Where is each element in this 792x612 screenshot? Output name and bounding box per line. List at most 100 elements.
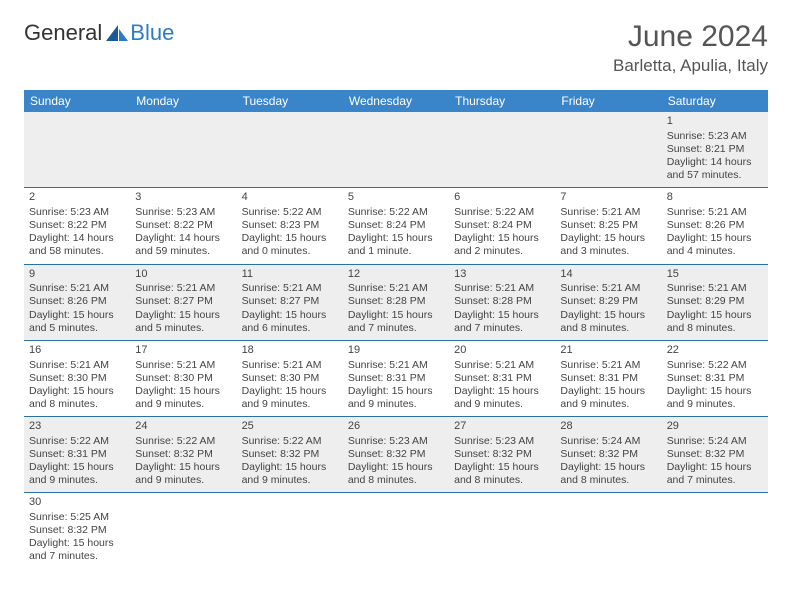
calendar-week: 30Sunrise: 5:25 AMSunset: 8:32 PMDayligh… (24, 493, 768, 569)
day-number: 16 (29, 344, 125, 358)
sunrise-text: Sunrise: 5:23 AM (29, 206, 125, 219)
sunrise-text: Sunrise: 5:21 AM (348, 359, 444, 372)
day-number: 20 (454, 344, 550, 358)
sunrise-text: Sunrise: 5:21 AM (454, 359, 550, 372)
calendar-cell: 22Sunrise: 5:22 AMSunset: 8:31 PMDayligh… (662, 340, 768, 416)
day-header: Saturday (662, 90, 768, 112)
day-number: 28 (560, 420, 656, 434)
daylight-text: Daylight: 15 hours and 0 minutes. (242, 232, 338, 258)
sunset-text: Sunset: 8:32 PM (454, 448, 550, 461)
calendar-cell: 15Sunrise: 5:21 AMSunset: 8:29 PMDayligh… (662, 264, 768, 340)
sunset-text: Sunset: 8:32 PM (667, 448, 763, 461)
daylight-text: Daylight: 14 hours and 58 minutes. (29, 232, 125, 258)
sunrise-text: Sunrise: 5:23 AM (454, 435, 550, 448)
daylight-text: Daylight: 15 hours and 8 minutes. (348, 461, 444, 487)
sunrise-text: Sunrise: 5:23 AM (348, 435, 444, 448)
calendar-cell (555, 112, 661, 188)
daylight-text: Daylight: 15 hours and 8 minutes. (560, 461, 656, 487)
day-header: Thursday (449, 90, 555, 112)
brand-logo: General Blue (24, 20, 174, 46)
calendar-week: 9Sunrise: 5:21 AMSunset: 8:26 PMDaylight… (24, 264, 768, 340)
daylight-text: Daylight: 15 hours and 9 minutes. (454, 385, 550, 411)
daylight-text: Daylight: 15 hours and 5 minutes. (135, 309, 231, 335)
calendar-cell (237, 493, 343, 569)
daylight-text: Daylight: 14 hours and 57 minutes. (667, 156, 763, 182)
sunrise-text: Sunrise: 5:21 AM (29, 282, 125, 295)
sunset-text: Sunset: 8:32 PM (242, 448, 338, 461)
calendar-cell (662, 493, 768, 569)
calendar-cell (237, 112, 343, 188)
calendar-cell: 29Sunrise: 5:24 AMSunset: 8:32 PMDayligh… (662, 417, 768, 493)
sunrise-text: Sunrise: 5:23 AM (667, 130, 763, 143)
sunset-text: Sunset: 8:32 PM (135, 448, 231, 461)
daylight-text: Daylight: 15 hours and 9 minutes. (242, 461, 338, 487)
calendar-cell: 17Sunrise: 5:21 AMSunset: 8:30 PMDayligh… (130, 340, 236, 416)
calendar-cell: 25Sunrise: 5:22 AMSunset: 8:32 PMDayligh… (237, 417, 343, 493)
calendar-cell (130, 112, 236, 188)
day-header: Wednesday (343, 90, 449, 112)
calendar-cell (130, 493, 236, 569)
sail-icon (104, 23, 130, 43)
brand-part1: General (24, 20, 102, 46)
day-number: 4 (242, 191, 338, 205)
calendar-week: 1Sunrise: 5:23 AMSunset: 8:21 PMDaylight… (24, 112, 768, 188)
sunset-text: Sunset: 8:30 PM (135, 372, 231, 385)
sunrise-text: Sunrise: 5:24 AM (560, 435, 656, 448)
sunset-text: Sunset: 8:21 PM (667, 143, 763, 156)
location-label: Barletta, Apulia, Italy (613, 56, 768, 76)
calendar-cell: 2Sunrise: 5:23 AMSunset: 8:22 PMDaylight… (24, 188, 130, 264)
calendar-cell: 11Sunrise: 5:21 AMSunset: 8:27 PMDayligh… (237, 264, 343, 340)
sunset-text: Sunset: 8:31 PM (29, 448, 125, 461)
calendar-cell: 16Sunrise: 5:21 AMSunset: 8:30 PMDayligh… (24, 340, 130, 416)
day-number: 22 (667, 344, 763, 358)
sunset-text: Sunset: 8:24 PM (348, 219, 444, 232)
daylight-text: Daylight: 15 hours and 8 minutes. (454, 461, 550, 487)
daylight-text: Daylight: 15 hours and 9 minutes. (135, 461, 231, 487)
calendar-week: 2Sunrise: 5:23 AMSunset: 8:22 PMDaylight… (24, 188, 768, 264)
sunrise-text: Sunrise: 5:21 AM (242, 359, 338, 372)
day-number: 25 (242, 420, 338, 434)
calendar-cell: 21Sunrise: 5:21 AMSunset: 8:31 PMDayligh… (555, 340, 661, 416)
sunset-text: Sunset: 8:26 PM (29, 295, 125, 308)
sunset-text: Sunset: 8:31 PM (667, 372, 763, 385)
daylight-text: Daylight: 15 hours and 8 minutes. (29, 385, 125, 411)
title-block: June 2024 Barletta, Apulia, Italy (613, 20, 768, 76)
sunset-text: Sunset: 8:29 PM (667, 295, 763, 308)
calendar-cell (449, 493, 555, 569)
daylight-text: Daylight: 15 hours and 9 minutes. (560, 385, 656, 411)
sunset-text: Sunset: 8:31 PM (348, 372, 444, 385)
daylight-text: Daylight: 15 hours and 2 minutes. (454, 232, 550, 258)
sunset-text: Sunset: 8:23 PM (242, 219, 338, 232)
calendar-cell: 1Sunrise: 5:23 AMSunset: 8:21 PMDaylight… (662, 112, 768, 188)
daylight-text: Daylight: 15 hours and 7 minutes. (29, 537, 125, 563)
day-number: 26 (348, 420, 444, 434)
calendar-cell: 26Sunrise: 5:23 AMSunset: 8:32 PMDayligh… (343, 417, 449, 493)
daylight-text: Daylight: 15 hours and 9 minutes. (667, 385, 763, 411)
brand-part2: Blue (130, 20, 174, 46)
daylight-text: Daylight: 15 hours and 7 minutes. (454, 309, 550, 335)
sunrise-text: Sunrise: 5:25 AM (29, 511, 125, 524)
sunrise-text: Sunrise: 5:21 AM (560, 359, 656, 372)
daylight-text: Daylight: 15 hours and 8 minutes. (667, 309, 763, 335)
day-number: 9 (29, 268, 125, 282)
sunrise-text: Sunrise: 5:21 AM (29, 359, 125, 372)
sunset-text: Sunset: 8:32 PM (29, 524, 125, 537)
sunset-text: Sunset: 8:29 PM (560, 295, 656, 308)
sunset-text: Sunset: 8:31 PM (454, 372, 550, 385)
calendar-cell: 14Sunrise: 5:21 AMSunset: 8:29 PMDayligh… (555, 264, 661, 340)
calendar-cell: 4Sunrise: 5:22 AMSunset: 8:23 PMDaylight… (237, 188, 343, 264)
day-number: 24 (135, 420, 231, 434)
sunrise-text: Sunrise: 5:21 AM (135, 359, 231, 372)
day-number: 17 (135, 344, 231, 358)
sunrise-text: Sunrise: 5:21 AM (348, 282, 444, 295)
calendar-cell (24, 112, 130, 188)
calendar-cell: 20Sunrise: 5:21 AMSunset: 8:31 PMDayligh… (449, 340, 555, 416)
calendar-week: 23Sunrise: 5:22 AMSunset: 8:31 PMDayligh… (24, 417, 768, 493)
sunrise-text: Sunrise: 5:21 AM (667, 206, 763, 219)
calendar-cell: 7Sunrise: 5:21 AMSunset: 8:25 PMDaylight… (555, 188, 661, 264)
calendar-cell: 10Sunrise: 5:21 AMSunset: 8:27 PMDayligh… (130, 264, 236, 340)
calendar-cell: 3Sunrise: 5:23 AMSunset: 8:22 PMDaylight… (130, 188, 236, 264)
daylight-text: Daylight: 15 hours and 9 minutes. (348, 385, 444, 411)
sunrise-text: Sunrise: 5:22 AM (454, 206, 550, 219)
sunrise-text: Sunrise: 5:22 AM (135, 435, 231, 448)
